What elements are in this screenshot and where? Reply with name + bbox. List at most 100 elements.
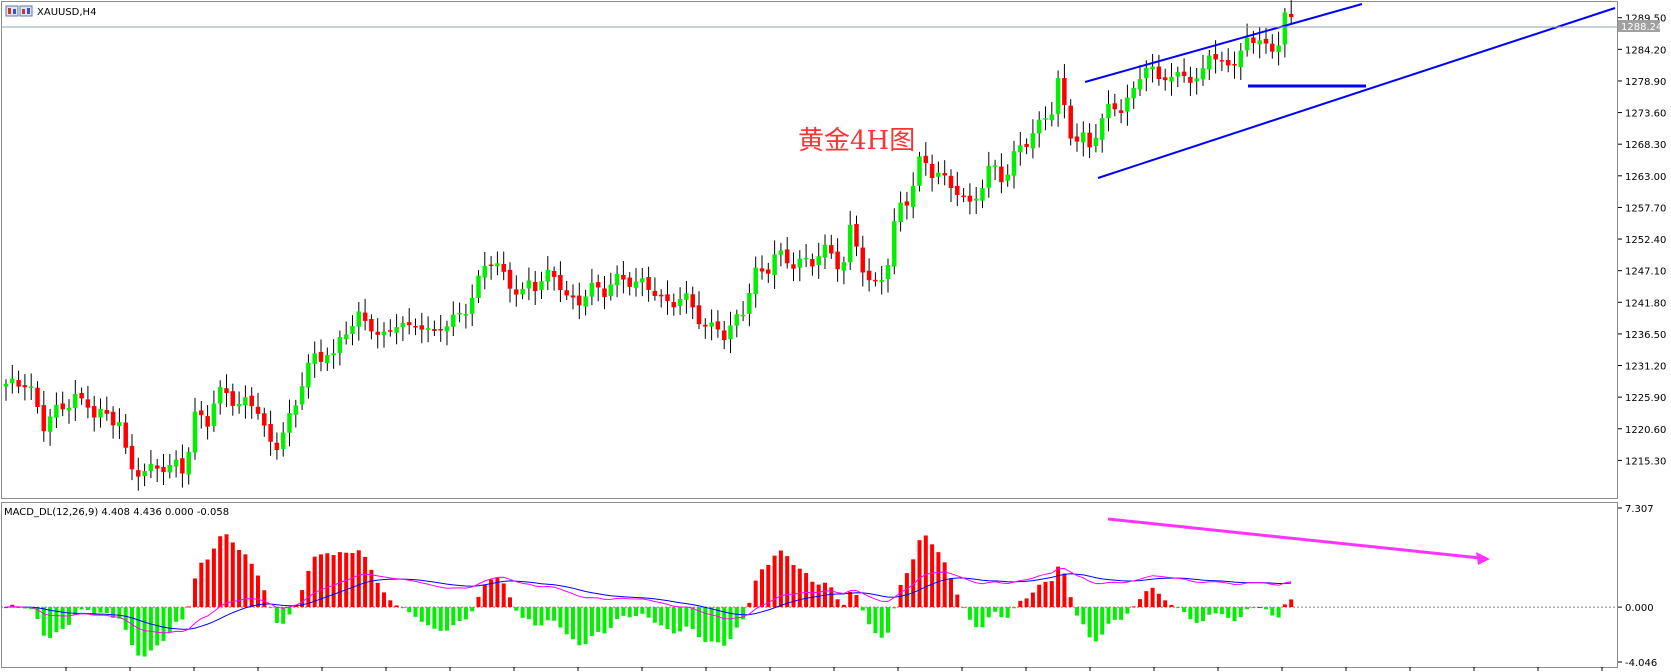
candle-down [652,290,658,296]
candle-down [658,294,664,297]
macd-bar-pos [1037,584,1042,608]
macd-bar-neg [432,607,437,629]
candle-down [507,269,513,289]
macd-bar-neg [413,607,418,617]
macd-bar-pos [936,552,941,608]
candle-down [224,388,229,394]
macd-label: MACD_DL(12,26,9) 4.408 4.436 0.000 -0.05… [4,507,229,518]
candle-up [772,254,777,275]
y-tick-label: 1268.30 [1625,140,1666,151]
macd-bar-neg [627,607,632,618]
candle-down [564,290,569,296]
candle-up [1207,55,1212,70]
macd-bar-pos [205,559,210,608]
macd-bar-neg [564,607,569,635]
y-tick-label: 1236.50 [1625,330,1666,341]
candle-down [904,201,910,206]
macd-bar-neg [596,607,601,632]
candle-up [243,397,248,406]
candle-down [419,325,425,330]
macd-bar-pos [382,592,386,608]
candle-down [873,279,878,282]
macd-bar-pos [218,536,223,608]
candle-up [343,334,349,340]
macd-bar-neg [652,607,657,623]
candle-up [1099,118,1105,140]
macd-bar-neg [1119,607,1124,620]
y-tick-label: 1252.40 [1625,235,1666,246]
macd-bar-pos [1024,598,1029,608]
macd-bar-neg [268,607,273,609]
candle-down [759,268,765,272]
macd-bar-neg [1276,607,1281,618]
macd-bar-neg [1093,607,1098,642]
macd-bar-neg [1182,607,1187,612]
candle-up [1257,40,1262,45]
candle-down [413,326,418,328]
candle-up [148,464,154,471]
candle-up [1144,67,1149,79]
macd-bar-neg [1251,607,1256,609]
macd-bar-pos [508,597,512,608]
macd-bar-neg [577,607,582,646]
macd-bar-neg [1087,607,1092,638]
y-tick-label: 1247.10 [1625,267,1666,278]
macd-line [5,567,1292,634]
macd-bar-neg [85,607,90,611]
candle-up [986,165,992,188]
macd-bar-neg [1175,607,1180,609]
y-tick-label: 1284.20 [1625,45,1666,56]
candle-down [791,264,796,269]
macd-bar-pos [1156,593,1161,608]
macd-bar-neg [167,607,172,633]
candle-up [306,362,311,388]
macd-bar-neg [741,607,746,620]
macd-bar-neg [974,607,979,628]
macd-bar-neg [287,607,292,615]
candle-down [1251,37,1256,44]
candle-down [961,195,966,198]
candle-up [1055,78,1061,114]
macd-bar-pos [363,556,368,608]
macd-bar-neg [1226,607,1231,618]
y-tick-label: 1231.20 [1625,362,1666,373]
candle-down [205,416,210,427]
macd-bar-neg [583,607,588,645]
macd-bar-pos [337,552,342,608]
macd-bar-neg [123,607,128,630]
macd-bar-pos [760,569,764,608]
candle-up [66,407,72,411]
symbol-header[interactable]: XAUUSD,H4 [5,5,96,18]
candle-down [129,445,135,470]
candle-up [1238,50,1244,67]
candle-up [1125,97,1130,112]
macd-bar-neg [1188,607,1193,620]
macd-bar-neg [1270,607,1275,616]
candle-down [501,264,506,272]
macd-bar-pos [388,600,393,608]
candle-down [942,173,947,176]
macd-bar-pos [753,580,758,608]
candle-up [589,282,595,297]
current-price-marker: 1288.24 [1,20,1662,33]
macd-bar-pos [10,604,15,608]
macd-bar-neg [728,607,733,640]
candle-down [948,175,954,188]
candle-down [854,224,859,247]
candle-up [1194,78,1199,82]
macd-bar-pos [841,604,846,608]
candle-up [444,326,450,332]
macd-bar-neg [552,607,557,621]
macd-bar-pos [804,573,809,608]
y-tick-label: 1289.50 [1625,14,1666,25]
candle-down [715,321,721,330]
macd-bar-neg [678,607,683,632]
macd-bar-neg [29,607,34,610]
candle-up [476,275,481,298]
candle-down [60,403,65,410]
candle-down [1112,103,1118,110]
macd-bar-neg [1075,607,1079,616]
candle-down [249,395,254,407]
macd-bar-pos [778,550,783,608]
macd-bar-neg [621,607,626,616]
